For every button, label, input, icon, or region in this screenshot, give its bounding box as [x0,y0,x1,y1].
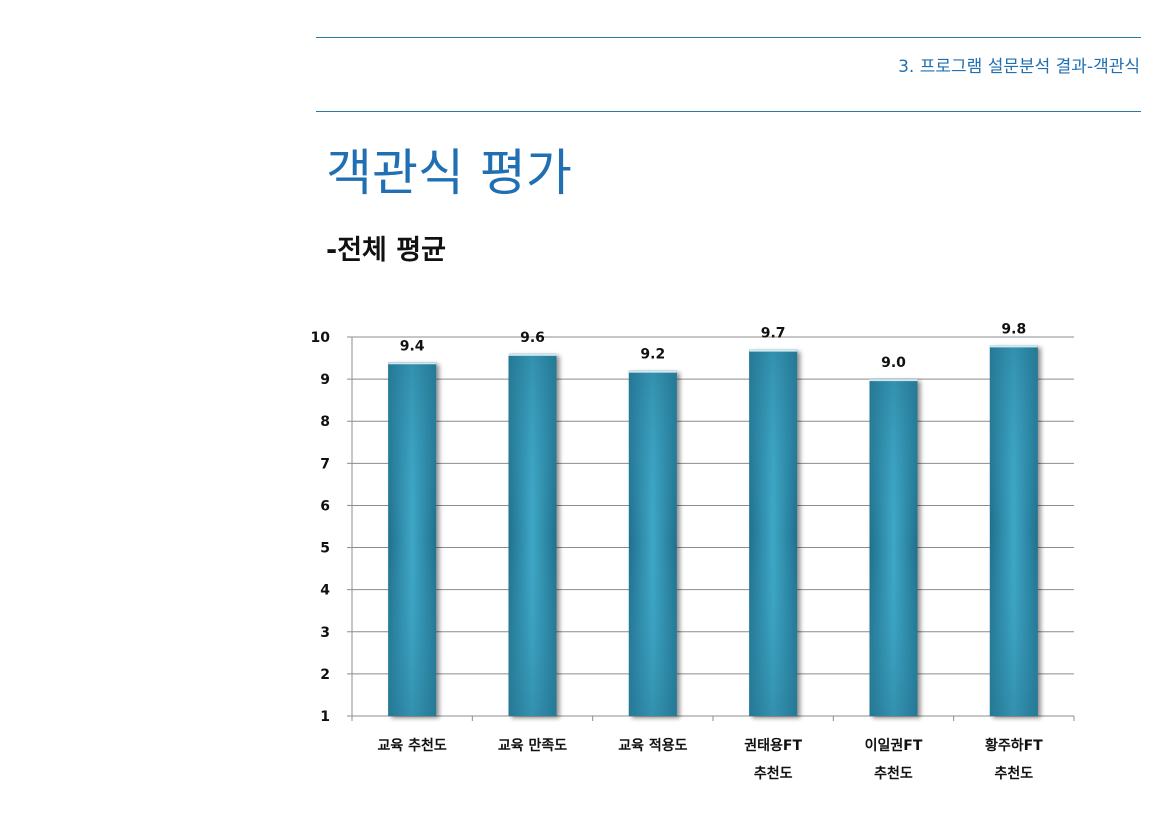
category-label: 교육 추천도 [378,738,447,754]
data-label: 9.0 [881,355,906,371]
y-tick-label: 2 [320,667,330,683]
category-label: 권태용FT [744,738,802,754]
bar-shading [749,349,798,716]
data-label: 9.6 [520,330,545,346]
category-label: 추천도 [874,766,913,782]
data-label: 9.2 [640,347,665,363]
data-label: 9.4 [400,338,425,354]
bar-cap [749,349,798,352]
bar-cap [869,379,918,382]
category-label: 추천도 [754,766,793,782]
data-label: 9.8 [1001,321,1026,337]
y-tick-label: 5 [320,541,330,557]
chart-bars [388,345,1038,716]
page-title: 객관식 평가 [326,144,572,202]
y-tick-label: 9 [320,372,330,388]
y-tick-label: 1 [320,709,330,725]
chart-gridlines [352,336,1074,675]
bar-shading [869,379,918,716]
bar-cap [388,362,437,365]
bar-shading [989,345,1038,716]
category-label: 교육 만족도 [498,738,567,754]
section-label: 3. 프로그램 설문분석 결과-객관식 [898,57,1140,77]
y-tick-label: 4 [320,583,330,599]
y-tick-label: 7 [320,456,330,472]
category-label: 추천도 [995,766,1034,782]
bar-cap [628,370,677,373]
bar-cap [989,345,1038,348]
bar-cap [508,353,557,356]
category-label: 교육 적용도 [618,737,687,754]
bar-shading [388,362,437,716]
bar-shading [508,353,557,716]
header-rule-top [316,37,1141,38]
y-tick-label: 10 [311,330,331,346]
category-label: 이일권FT [865,737,923,754]
page-subtitle: -전체 평균 [326,235,446,266]
y-tick-label: 8 [320,414,330,430]
y-tick-label: 6 [320,498,330,514]
header-rule-bottom [316,111,1141,112]
chart-axes [347,336,1075,721]
chart-labels: 1 2 3 4 5 6 7 8 9 10 9.4 교육 추천도 9.6 교육 만족도 9.2 교육 적용도 9.… [311,321,1044,782]
category-label: 황주하FT [985,737,1043,754]
bar-shading [628,370,677,716]
data-label: 9.7 [761,326,786,342]
y-tick-label: 3 [320,625,330,641]
